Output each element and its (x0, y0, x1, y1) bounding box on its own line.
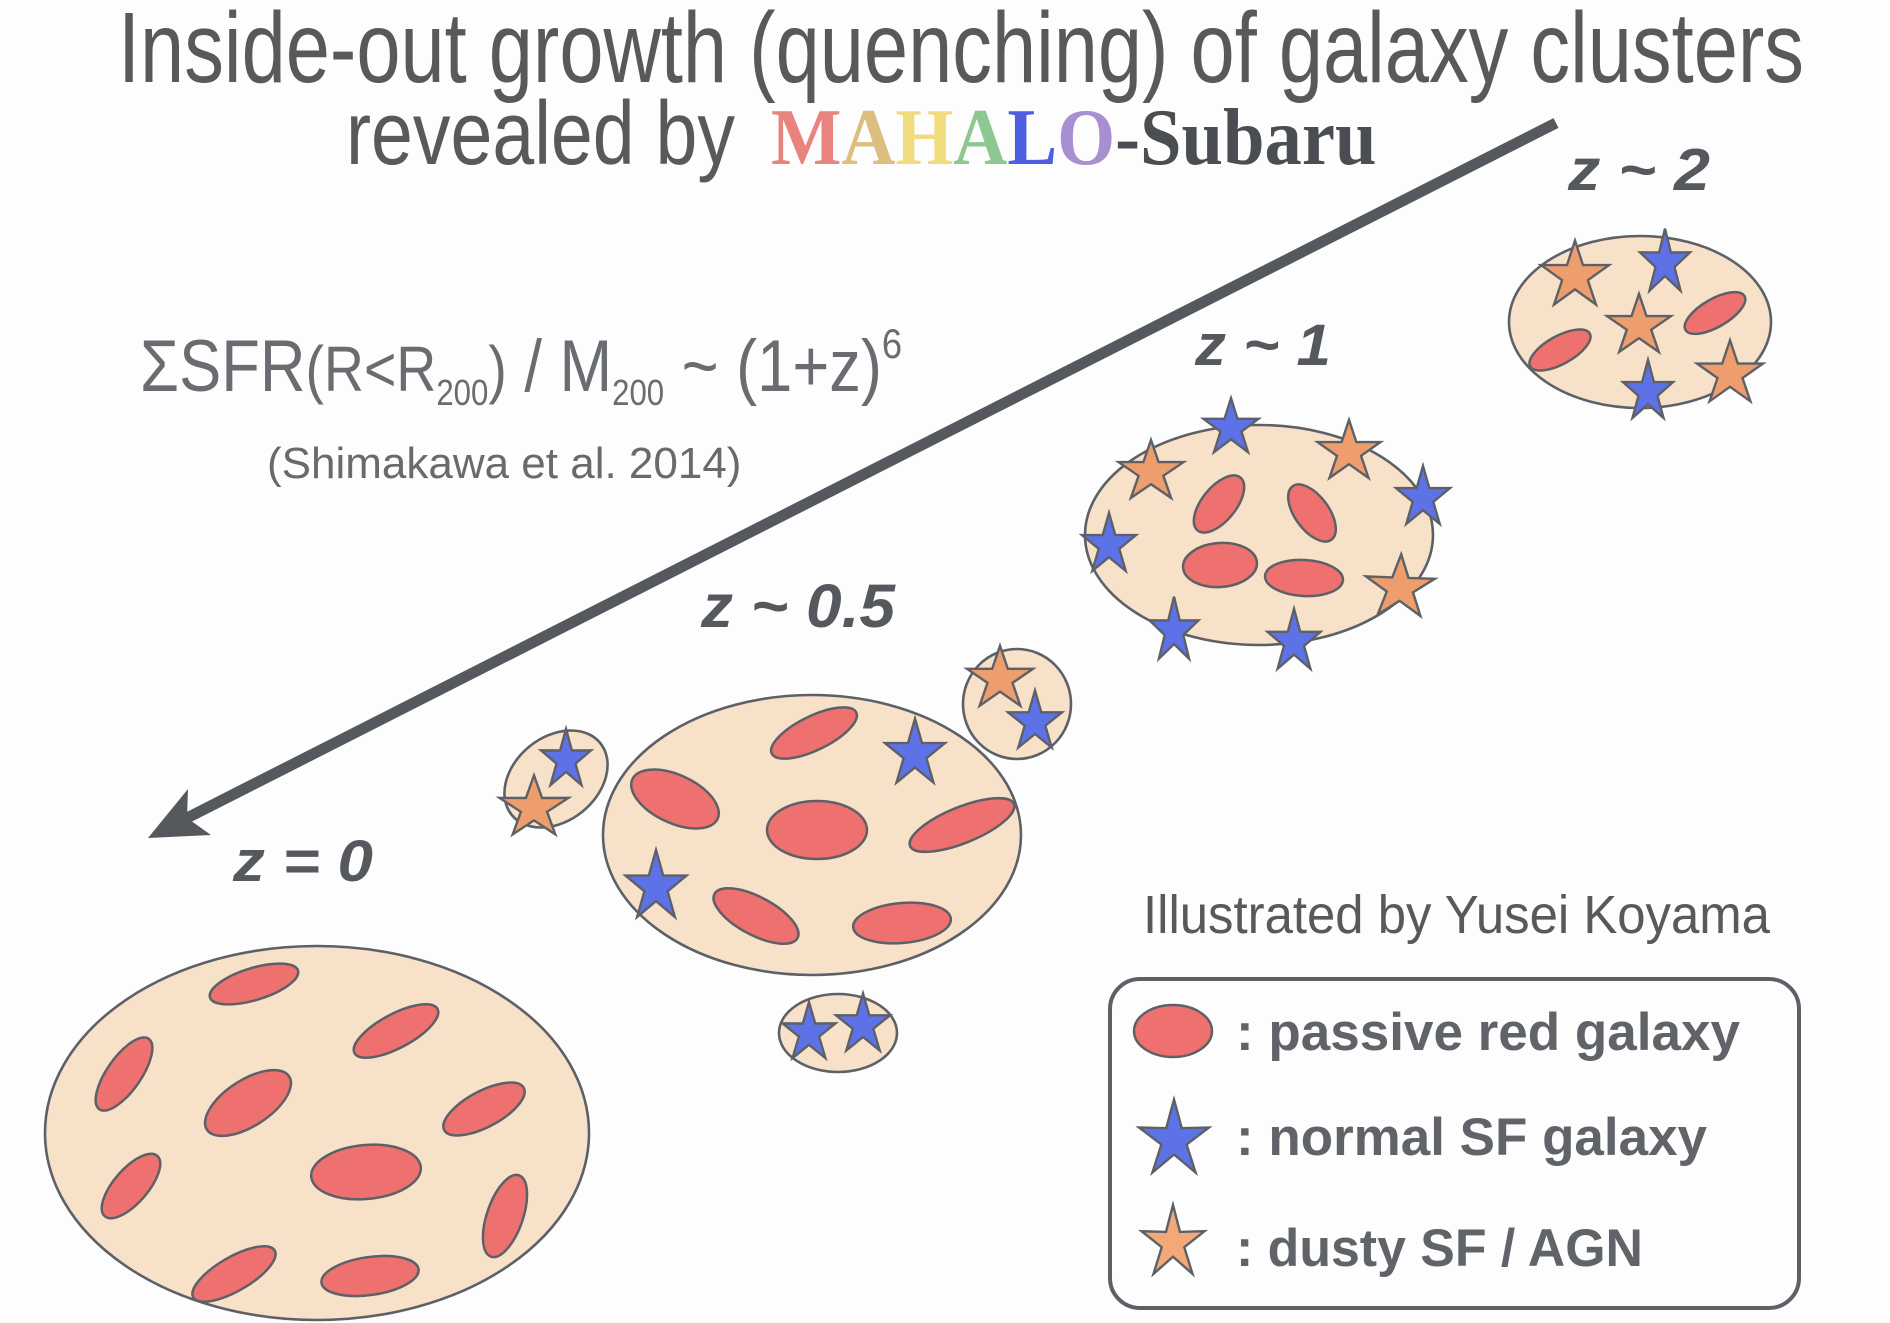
svg-text:MAHALO-Subaru: MAHALO-Subaru (771, 93, 1377, 182)
svg-text:: passive red galaxy: : passive red galaxy (1236, 1003, 1741, 1062)
svg-text:Inside-out growth (quenching): Inside-out growth (quenching) of galaxy … (118, 0, 1804, 104)
svg-text:: normal SF galaxy: : normal SF galaxy (1236, 1108, 1708, 1167)
svg-text:: dusty SF / AGN: : dusty SF / AGN (1236, 1219, 1643, 1278)
svg-text:(Shimakawa et al. 2014): (Shimakawa et al. 2014) (267, 439, 741, 488)
svg-text:ΣSFR(R<R200) / M200 ~ (1+z)6: ΣSFR(R<R200) / M200 ~ (1+z)6 (140, 321, 902, 414)
svg-text:z ~ 2: z ~ 2 (1567, 137, 1710, 203)
svg-text:z ~ 1: z ~ 1 (1194, 313, 1331, 378)
svg-text:Illustrated by Yusei Koyama: Illustrated by Yusei Koyama (1143, 885, 1771, 945)
svg-text:z = 0: z = 0 (232, 829, 373, 894)
svg-text:z ~ 0.5: z ~ 0.5 (700, 572, 896, 640)
svg-text:revealed by: revealed by (346, 84, 735, 184)
